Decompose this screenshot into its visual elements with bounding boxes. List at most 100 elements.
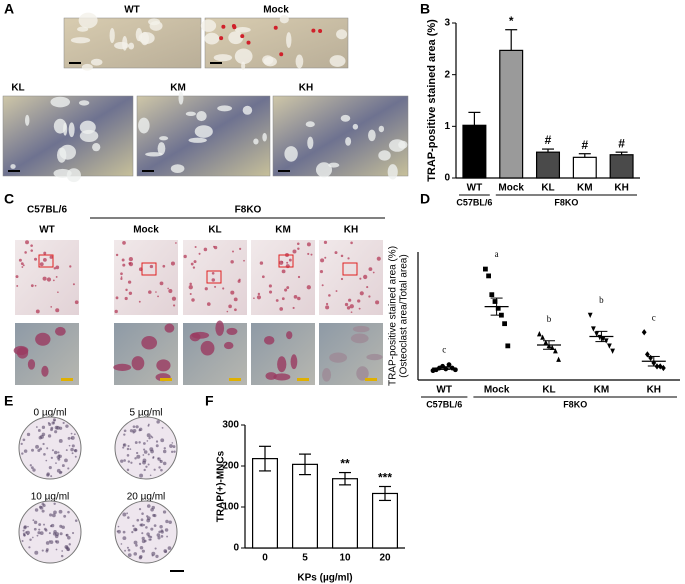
texture [253,297,255,300]
texture [55,462,57,464]
texture [340,277,344,281]
y-tick-label: 0 [444,173,450,184]
texture [357,299,361,303]
texture [138,507,142,511]
texture [30,244,33,247]
x-tick-label: KL [541,183,554,194]
texture [160,535,164,538]
texture [321,284,324,287]
texture [138,556,143,560]
micrograph [183,240,247,315]
texture [147,463,150,466]
texture [20,442,23,446]
y-axis-label: TRAP-positive stained area (%) [388,246,399,386]
data-point [505,343,511,349]
texture [156,533,161,537]
texture [141,512,144,515]
scale-bar [278,170,290,172]
texture [233,297,238,302]
texture [122,446,125,449]
texture [169,444,173,448]
texture [226,310,229,313]
arrow-mark [219,36,224,41]
annotation: *** [378,471,392,485]
data-point [641,329,647,336]
texture [27,525,29,528]
texture [310,253,313,256]
texture [344,302,349,307]
texture [122,530,126,534]
image-label: Mock [263,5,289,16]
texture [30,284,34,288]
bar [609,154,634,179]
texture [129,448,132,450]
zoom-box [342,262,358,276]
bar [535,151,561,179]
panel-label: F [205,393,214,409]
texture [213,245,215,248]
texture [167,287,169,290]
texture [166,535,169,538]
texture [74,448,78,453]
texture [268,290,273,294]
texture [128,256,134,262]
texture [48,540,51,542]
texture [297,247,300,251]
texture [45,459,48,462]
texture [170,450,174,454]
bar [332,478,359,549]
texture [350,333,369,344]
arrow-mark [318,28,323,33]
y-tick-label: 200 [222,461,239,472]
texture [295,54,304,69]
texture [183,254,187,259]
texture [53,450,58,455]
texture [306,242,311,247]
texture [131,530,134,534]
texture [164,550,168,554]
texture [152,456,155,458]
texture [127,444,130,448]
micrograph [2,95,134,177]
texture [329,55,346,67]
scale-bar [365,378,377,381]
texture [151,554,154,557]
texture [135,425,139,429]
texture [200,19,217,32]
texture [123,459,126,462]
texture [279,15,289,24]
texture [114,41,129,50]
texture [286,261,289,264]
data-point [446,362,452,368]
texture [290,354,298,370]
texture [33,527,37,531]
texture [49,524,53,528]
significance-letter: b [599,295,604,305]
texture [156,359,171,372]
texture [155,291,157,293]
texture [263,336,275,345]
texture [74,519,78,522]
texture [126,512,129,515]
image-label: WT [39,225,55,236]
texture [58,426,63,430]
texture [292,306,295,310]
data-point [648,354,653,361]
texture [73,433,76,436]
texture [345,137,352,146]
texture [59,532,63,536]
texture [120,272,123,276]
texture [129,429,134,433]
texture [198,252,201,255]
bar [372,492,399,549]
texture [150,449,154,454]
texture [55,275,58,278]
texture [372,271,375,274]
texture [296,242,300,246]
texture [92,142,101,152]
texture [123,429,127,433]
micrograph [114,240,178,315]
texture [286,286,290,289]
texture [141,549,145,553]
